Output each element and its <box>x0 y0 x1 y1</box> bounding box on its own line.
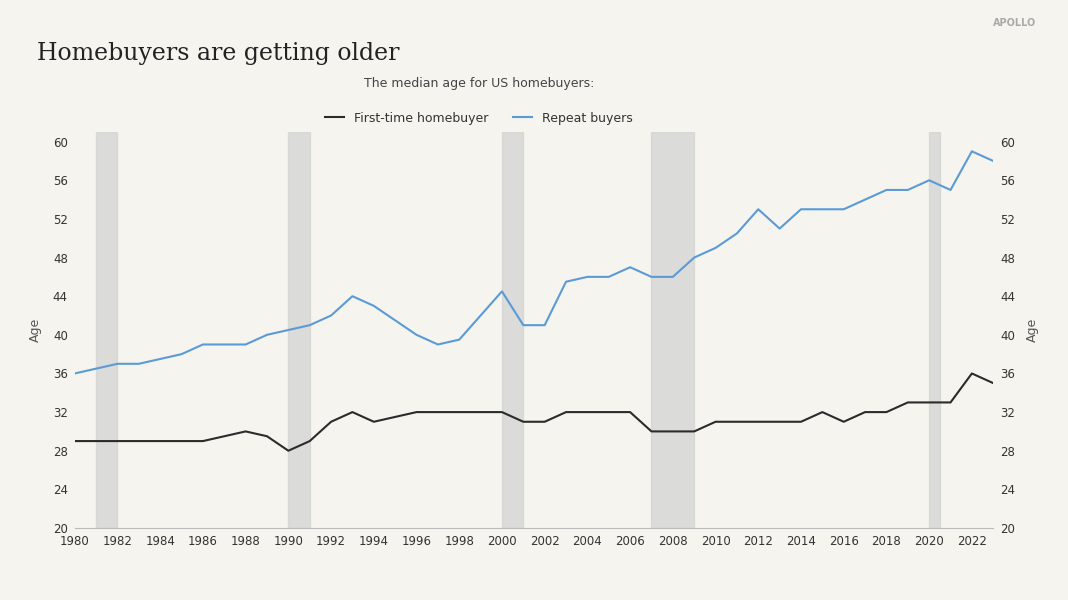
Text: Homebuyers are getting older: Homebuyers are getting older <box>37 42 399 65</box>
Bar <box>651 132 694 528</box>
Bar <box>96 132 117 528</box>
Y-axis label: Age: Age <box>1026 318 1039 342</box>
Bar <box>929 132 940 528</box>
Text: The median age for US homebuyers:: The median age for US homebuyers: <box>364 77 594 89</box>
Bar <box>288 132 310 528</box>
Y-axis label: Age: Age <box>29 318 42 342</box>
Text: APOLLO: APOLLO <box>993 18 1036 28</box>
Bar <box>502 132 523 528</box>
Legend: First-time homebuyer, Repeat buyers: First-time homebuyer, Repeat buyers <box>320 107 638 130</box>
